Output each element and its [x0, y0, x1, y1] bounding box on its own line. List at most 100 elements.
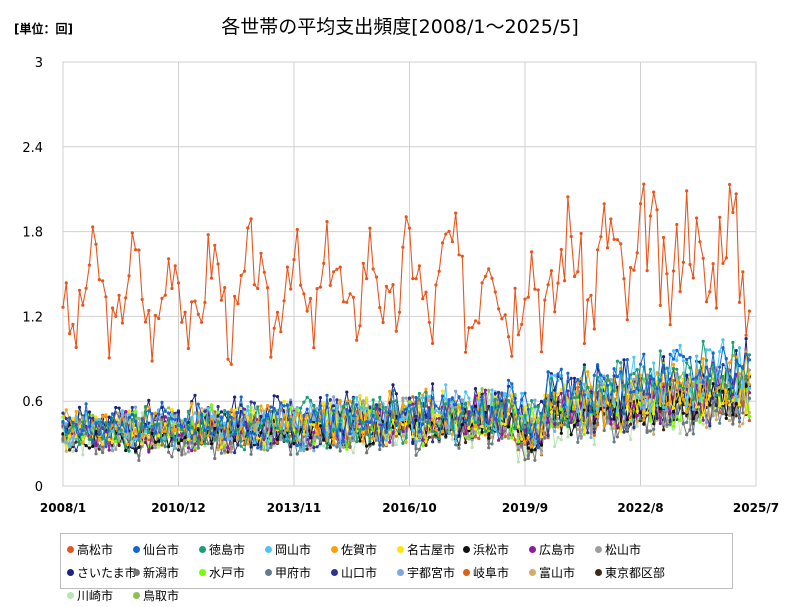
data-point [737, 300, 742, 304]
data-point [325, 446, 329, 450]
data-point [315, 287, 319, 291]
data-point [351, 433, 355, 437]
data-point [437, 407, 441, 411]
data-point [592, 430, 596, 434]
data-point [229, 415, 233, 419]
data-point [662, 422, 666, 426]
legend-label: 川崎市 [77, 589, 114, 603]
data-point [143, 436, 148, 441]
data-point [328, 398, 332, 402]
data-point [134, 405, 138, 409]
data-point [493, 397, 497, 401]
data-point [612, 237, 616, 241]
data-point [134, 248, 138, 252]
data-point [101, 445, 105, 449]
data-point [64, 422, 68, 426]
data-point [186, 420, 190, 424]
data-point [592, 373, 596, 377]
data-point [526, 456, 530, 461]
data-point [678, 353, 682, 357]
data-point [81, 453, 85, 457]
legend-marker-icon [67, 569, 74, 576]
data-point [223, 437, 227, 441]
y-tick-label: 0.6 [22, 395, 43, 410]
data-point [94, 422, 98, 426]
data-point [450, 396, 454, 400]
data-point [655, 387, 659, 391]
data-point [549, 403, 554, 407]
data-point [645, 373, 649, 377]
data-point [622, 430, 626, 434]
data-point [681, 260, 686, 264]
data-point [318, 419, 322, 423]
data-point [662, 385, 666, 389]
data-point [312, 346, 316, 350]
data-point [530, 399, 534, 403]
data-point [704, 300, 709, 304]
data-point [299, 443, 303, 447]
data-point [213, 426, 217, 430]
data-point [308, 436, 313, 440]
data-point [662, 363, 666, 368]
data-point [213, 431, 217, 435]
data-point [140, 297, 144, 302]
data-point [272, 407, 276, 411]
data-point [724, 357, 728, 361]
data-point [104, 421, 108, 425]
data-point [124, 410, 128, 414]
data-point [638, 411, 643, 415]
data-point [150, 359, 154, 363]
data-point [153, 431, 157, 435]
data-point [539, 449, 544, 453]
data-point [219, 410, 223, 414]
data-point [318, 396, 322, 400]
data-point [190, 402, 194, 406]
data-point [388, 426, 392, 430]
data-point [596, 391, 600, 395]
data-point [737, 420, 742, 424]
legend-marker-icon [67, 592, 74, 599]
data-point [127, 415, 131, 420]
legend-item: 浜松市 [463, 538, 529, 561]
data-point [236, 442, 240, 447]
data-point [721, 363, 725, 367]
x-tick-label: 2013/11 [267, 501, 321, 515]
data-point [533, 414, 537, 418]
data-point [477, 431, 481, 435]
data-point [539, 452, 544, 456]
data-point [312, 423, 316, 427]
data-point [741, 366, 745, 370]
data-point [295, 408, 299, 412]
data-point [457, 405, 461, 409]
data-point [216, 427, 220, 431]
data-point [635, 386, 639, 390]
data-point [619, 361, 623, 365]
data-point [569, 234, 573, 239]
data-point [242, 407, 247, 411]
data-point [378, 420, 382, 424]
data-point [658, 349, 662, 353]
data-point [345, 447, 349, 451]
data-point [229, 433, 233, 437]
data-point [256, 422, 260, 426]
data-point [510, 392, 514, 396]
data-point [434, 428, 438, 432]
data-point [124, 445, 128, 449]
data-point [427, 320, 431, 324]
unit-label: [単位：回] [14, 22, 73, 36]
data-point [68, 332, 72, 336]
data-point [176, 281, 181, 285]
data-point [622, 412, 626, 416]
data-point [612, 389, 616, 393]
data-point [259, 414, 263, 418]
data-point [355, 440, 359, 444]
data-point [338, 419, 342, 423]
data-point [655, 399, 659, 403]
data-point [361, 420, 365, 424]
data-point [582, 363, 587, 367]
data-point [655, 371, 659, 375]
data-point [173, 411, 177, 415]
data-point [576, 409, 580, 414]
data-point [279, 423, 283, 427]
data-point [325, 434, 329, 438]
